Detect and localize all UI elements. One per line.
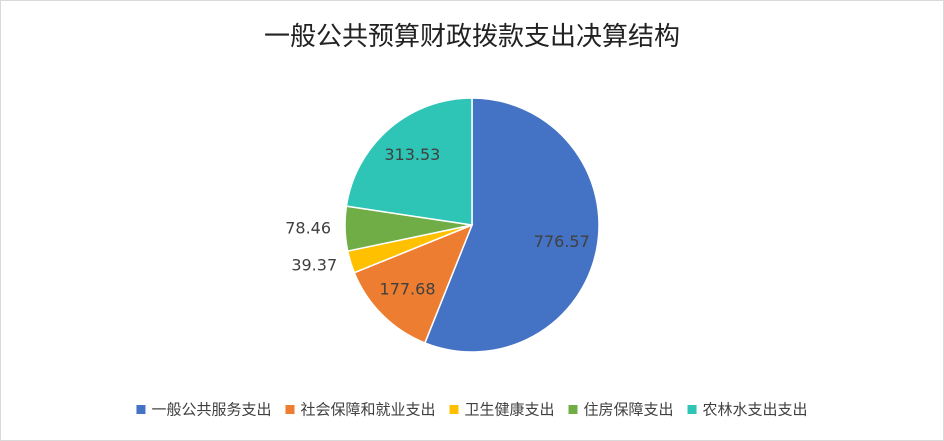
legend-label: 农林水支出支出 [703,401,808,419]
data-label: 776.57 [534,232,590,251]
chart-title: 一般公共预算财政拨款支出决算结构 [264,22,680,52]
legend-label: 一般公共服务支出 [151,401,271,419]
legend-swatch [136,405,146,414]
data-label: 78.46 [285,219,331,238]
pie-slice [423,97,600,353]
legend-label: 卫生健康支出 [464,401,554,419]
pie-slice [345,97,473,226]
legend-swatch [568,405,578,414]
legend-swatch [285,405,295,414]
data-label: 313.53 [384,145,440,164]
data-label: 177.68 [380,279,436,298]
data-label: 39.37 [291,256,337,275]
pie-slice [353,223,474,344]
legend-swatch [687,405,697,414]
legend-label: 社会保障和就业支出 [300,401,435,419]
legend-swatch [449,405,459,414]
legend-label: 住房保障支出 [584,401,674,419]
